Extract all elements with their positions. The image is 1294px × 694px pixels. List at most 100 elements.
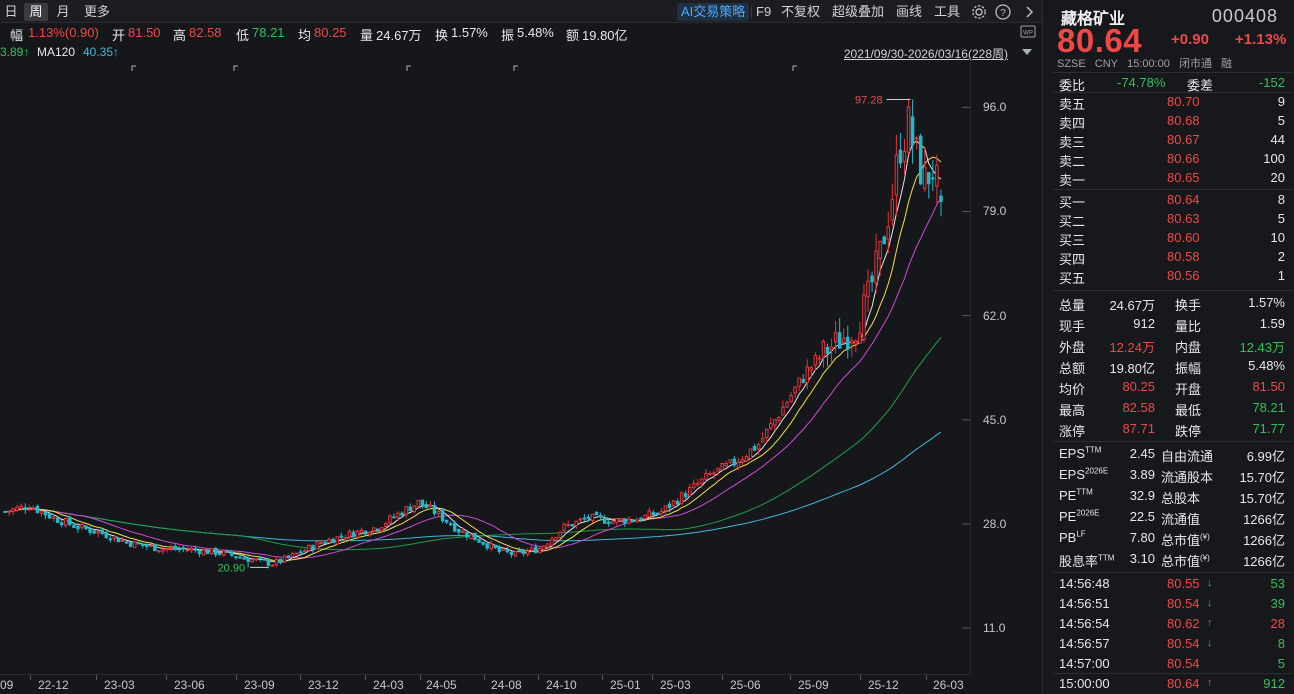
candle-up (744, 456, 749, 462)
tools-button[interactable]: 工具 (934, 4, 961, 19)
x-tick-label: 25-03 (660, 678, 691, 692)
fundamental-value: 22.5 (1129, 509, 1155, 524)
candle-up (209, 548, 214, 555)
low-label: 低 (236, 28, 250, 43)
f9-button[interactable]: F9 (756, 4, 772, 19)
candle-down (927, 172, 931, 185)
candle-up (841, 337, 846, 344)
candle-up (542, 545, 546, 550)
chevron-right-icon[interactable] (1020, 3, 1038, 21)
candle-up (878, 240, 882, 259)
candle-down (870, 275, 874, 283)
candle-down (234, 556, 238, 559)
stat-row: 总量 24.67万 换手 1.57% (1057, 293, 1287, 313)
bid-row: 买三 80.60 10 (1057, 228, 1287, 248)
ma10-line (4, 156, 942, 562)
candle-up (566, 523, 570, 526)
fundamental-value: 32.9 (1129, 488, 1155, 503)
candle-up (27, 508, 32, 511)
candle-up (740, 459, 745, 463)
candle-down (47, 513, 52, 519)
turnover-value: 1.57% (451, 25, 488, 40)
candle-up (663, 505, 668, 512)
fundamental-row: PETTM 32.9 总股本 15.70亿 (1057, 486, 1287, 506)
candle-down (141, 543, 145, 547)
candle-down (197, 549, 202, 555)
candle-up (615, 518, 619, 523)
candle-up (671, 500, 676, 507)
arrow-up-icon: ↑ (1207, 617, 1213, 629)
candle-up (833, 332, 838, 343)
quote-panel: 藏格矿业 000408 80.64 +0.90 +1.13% SZSE CNY … (1042, 0, 1294, 694)
candle-up (854, 340, 858, 345)
candle-down (104, 531, 109, 539)
fundamental-value: 2.45 (1129, 446, 1155, 461)
divider (1053, 572, 1293, 573)
candle-down (173, 545, 177, 550)
x-tick-label: 24-10 (546, 678, 577, 692)
ask-price: 80.68 (1167, 113, 1200, 128)
x-tick-label: 25-09 (798, 678, 829, 692)
ma120-label[interactable]: MA120 (37, 45, 76, 59)
tick-row: 14:57:00 80.54 5 (1057, 654, 1287, 674)
stat-row: 现手 912 量比 1.59 (1057, 314, 1287, 334)
ai-strategy-button[interactable]: AI交易策略 (677, 3, 750, 21)
candle-down (177, 548, 181, 551)
candle-down (124, 541, 129, 544)
divider (1053, 441, 1293, 442)
tab-month[interactable]: 月 (56, 4, 70, 19)
candle-down (311, 545, 315, 550)
bid-row: 买五 80.56 1 (1057, 266, 1287, 286)
candle-up (687, 486, 692, 497)
stat-row: 涨停 87.71 跌停 71.77 (1057, 419, 1287, 439)
candle-up (19, 505, 23, 510)
stat-label: 换手 (1175, 298, 1202, 313)
fundamental-row: PE2026E 22.5 流通值 1266亿 (1057, 507, 1287, 527)
x-tick-label: 24-08 (491, 678, 522, 692)
stock-name: 藏格矿业 (1061, 11, 1126, 28)
candle-up (367, 532, 372, 536)
candle-up (574, 520, 579, 526)
date-range-selector[interactable]: 2021/09/30-2026/03/16(228周) (843, 47, 1008, 61)
candle-up (412, 505, 416, 513)
draw-line-button[interactable]: 画线 (896, 4, 923, 19)
x-tick-label: 24-03 (373, 678, 404, 692)
candle-up (805, 366, 809, 384)
wp-badge-icon[interactable]: WP (1019, 22, 1037, 40)
ma5-line (4, 140, 942, 563)
candle-down (493, 544, 498, 549)
price-axis: 96.0 79.0 62.0 45.0 28.0 11.0 (970, 62, 1042, 674)
x-tick-mark (860, 675, 861, 680)
super-overlay-button[interactable]: 超级叠加 (832, 4, 885, 19)
tab-day[interactable]: 日 (4, 4, 18, 19)
date-range-dropdown-icon[interactable] (1022, 49, 1032, 55)
stat-value: 12.43万 (1239, 340, 1285, 355)
settings-icon[interactable] (970, 3, 988, 21)
candlestick-plot[interactable]: 97.28 20.90 (0, 62, 970, 674)
stat-value: 1.59 (1259, 316, 1285, 331)
x-tick-mark (602, 675, 603, 680)
candle-down (505, 549, 510, 553)
candle-down (278, 558, 283, 563)
candle-down (598, 514, 603, 518)
tick-price: 80.62 (1167, 616, 1200, 631)
tab-week[interactable]: 周 (24, 3, 48, 21)
candle-up (850, 339, 854, 344)
tick-volume: 39 (1270, 596, 1285, 611)
candle-down (424, 504, 429, 509)
no-adjust-button[interactable]: 不复权 (781, 4, 821, 19)
candle-down (631, 520, 635, 523)
tick-time: 15:00:00 (1059, 676, 1110, 691)
help-icon[interactable]: ? (994, 3, 1012, 21)
ask-row: 卖一 80.65 20 (1057, 168, 1287, 188)
bid-level-label: 买一 (1059, 195, 1086, 210)
tab-more[interactable]: 更多 (83, 4, 110, 19)
candle-down (339, 535, 344, 538)
tick-volume: 28 (1270, 616, 1285, 631)
candle-down (193, 548, 198, 551)
candle-up (797, 377, 801, 387)
candle-down (570, 523, 574, 527)
tick-price: 80.54 (1167, 656, 1200, 671)
candle-up (15, 506, 19, 511)
candle-up (513, 550, 518, 557)
